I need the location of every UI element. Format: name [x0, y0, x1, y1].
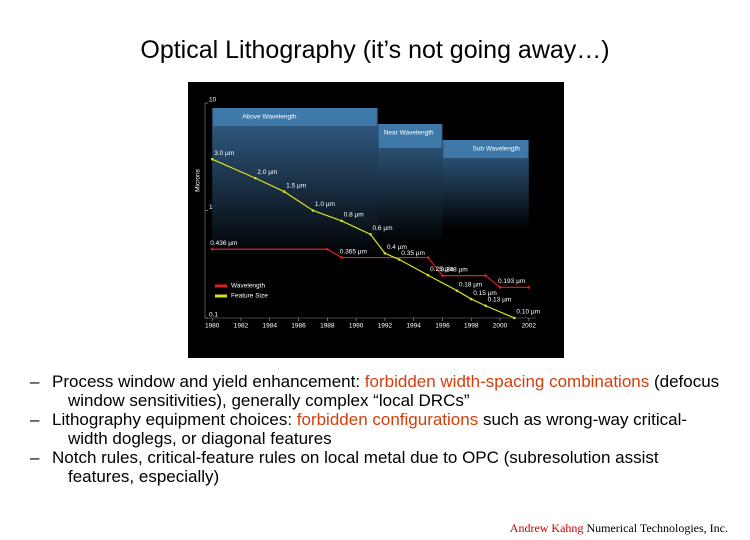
x-tick-label: 1994	[406, 323, 421, 330]
data-label: 0.6 µm	[373, 225, 393, 232]
data-label: 0.8 µm	[344, 212, 364, 219]
bullet-text: (defocus window sensitivities), generall…	[68, 372, 720, 410]
data-label: 1.0 µm	[315, 201, 335, 208]
y-tick-label: 10	[209, 97, 217, 104]
region-label: Sub Wavelength	[472, 146, 520, 153]
data-point	[282, 190, 286, 193]
data-point	[527, 286, 531, 289]
x-tick-label: 1980	[205, 323, 220, 330]
legend-swatch	[215, 284, 227, 288]
data-label: 0.18 µm	[459, 281, 483, 288]
data-label: 2.0 µm	[257, 169, 277, 176]
data-point	[441, 274, 444, 277]
x-tick-label: 1988	[320, 323, 335, 330]
footer-company: Numerical Technologies, Inc.	[586, 521, 728, 535]
data-point	[326, 247, 329, 251]
x-tick-label: 1998	[464, 323, 479, 330]
data-label: 0.25 µm	[430, 266, 454, 273]
data-point	[484, 274, 487, 277]
highlighted-text: forbidden width-spacing combinations	[364, 372, 650, 391]
region-header	[378, 124, 442, 148]
legend-label: Wavelength	[231, 283, 265, 290]
bullet-text: Process window and yield enhancement:	[52, 372, 365, 391]
bullet: Notch rules, critical-feature rules on l…	[30, 448, 720, 486]
region-header	[443, 140, 528, 158]
slide-title: Optical Lithography (it’s not going away…	[140, 36, 610, 64]
data-point	[311, 209, 315, 212]
footer: Andrew Kahng Numerical Technologies, Inc…	[510, 521, 728, 536]
data-label: 1.5 µm	[286, 182, 306, 189]
data-label: 3.0 µm	[214, 150, 234, 157]
y-axis-label: Microns	[195, 168, 202, 192]
region-label: Above Wavelength	[242, 114, 297, 121]
figure: Above Wavelength Near Wavelength Sub Wavel…	[188, 82, 564, 358]
x-tick-label: 1996	[435, 323, 450, 330]
data-point	[426, 256, 430, 259]
bullet-list: Process window and yield enhancement: fo…	[30, 372, 720, 486]
data-point	[498, 286, 502, 289]
x-tick-label: 2002	[522, 323, 537, 330]
y-tick-label: 0.1	[209, 312, 218, 319]
legend-swatch	[215, 294, 227, 298]
bullet: Lithography equipment choices: forbidden…	[30, 410, 720, 448]
data-label: 0.436 µm	[210, 240, 237, 247]
data-point	[484, 304, 487, 308]
data-label: 0.15 µm	[473, 290, 497, 297]
data-point	[340, 219, 344, 223]
bullet-text: Notch rules, critical-feature rules on l…	[52, 448, 659, 486]
series-line	[212, 248, 529, 288]
legend-label: Feature Size	[231, 293, 268, 300]
x-tick-label: 1982	[234, 323, 249, 330]
data-point	[469, 297, 473, 301]
data-point	[369, 233, 372, 236]
y-tick-label: 1	[209, 204, 213, 211]
x-tick-label: 1986	[291, 323, 306, 330]
data-point	[455, 289, 459, 292]
bullet-text: such as wrong-way critical-width doglegs…	[68, 410, 688, 448]
data-label: 0.248 µm	[440, 266, 467, 273]
data-label: 0.10 µm	[516, 309, 540, 316]
data-point	[426, 273, 430, 277]
data-point	[210, 247, 214, 251]
data-label: 0.365 µm	[340, 248, 367, 255]
x-tick-label: 2000	[493, 323, 508, 330]
data-point	[210, 157, 214, 161]
highlighted-text: forbidden configurations	[296, 410, 479, 429]
data-label: 0.4 µm	[387, 244, 407, 251]
region-label: Near Wavelength	[384, 130, 434, 137]
x-tick-label: 1992	[378, 323, 393, 330]
data-label: 0.35 µm	[401, 250, 425, 257]
region-shade	[212, 108, 378, 258]
bullet-text: Lithography equipment choices:	[52, 410, 297, 429]
data-point	[383, 251, 387, 255]
x-tick-label: 1984	[263, 323, 278, 330]
region-header	[213, 108, 377, 126]
data-label: 0.193 µm	[498, 278, 525, 285]
data-label: 0.13 µm	[488, 296, 512, 303]
data-point	[340, 256, 344, 259]
x-tick-label: 1990	[349, 323, 364, 330]
footer-author: Andrew Kahng	[509, 521, 584, 535]
data-point	[397, 258, 401, 261]
data-point	[254, 176, 257, 180]
data-point	[513, 316, 516, 320]
bullet: Process window and yield enhancement: fo…	[30, 372, 720, 410]
